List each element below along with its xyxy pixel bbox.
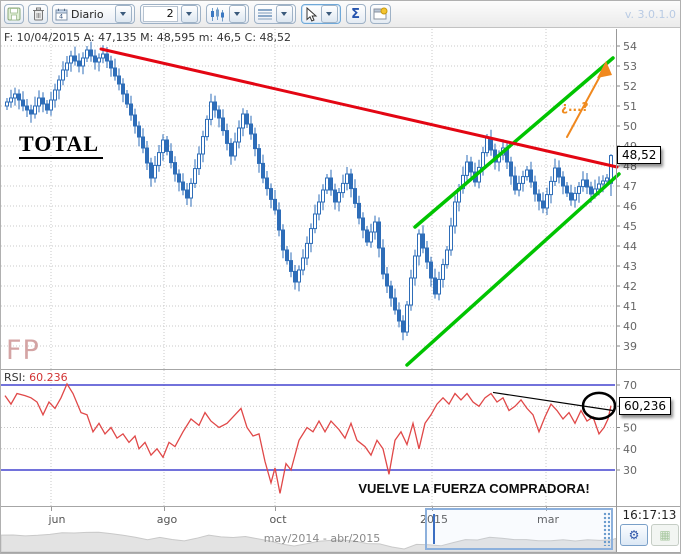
indicators-button[interactable]: Σ <box>345 4 366 24</box>
rsi-label-prefix: RSI: <box>4 371 26 384</box>
resistance-trendline <box>99 47 619 169</box>
chevron-down-icon <box>186 12 193 16</box>
ticker-watermark: FP <box>6 335 40 366</box>
settings-button[interactable]: ⚙ <box>620 524 648 546</box>
svg-text:30: 30 <box>623 464 637 477</box>
chevron-down-icon <box>120 12 127 16</box>
navigator-overview-chart[interactable] <box>1 527 616 552</box>
app-version-label: v. 3.0.1.0 <box>624 8 676 21</box>
chart-properties-icon <box>373 7 388 20</box>
time-axis-tick <box>275 507 276 511</box>
svg-text:40: 40 <box>623 443 637 456</box>
breakout-arrow-shaft <box>566 66 606 138</box>
period-value: Diario <box>71 7 104 21</box>
symbol-title-annotation: TOTAL <box>19 131 103 159</box>
save-icon <box>7 7 21 21</box>
chevron-down-icon <box>326 12 333 16</box>
svg-text:70: 70 <box>623 379 637 392</box>
svg-text:50: 50 <box>623 120 637 133</box>
svg-text:44: 44 <box>623 240 637 253</box>
period-dropdown[interactable]: 4 Diario <box>52 4 135 24</box>
cursor-icon <box>306 6 317 22</box>
numbers-grid-icon: ▦ <box>659 528 671 542</box>
channel-lower-line <box>405 172 621 367</box>
svg-text:43: 43 <box>623 260 637 273</box>
rsi-value-tag: 60,236 <box>619 397 671 415</box>
navigator-selection[interactable] <box>425 508 613 550</box>
svg-text:53: 53 <box>623 60 637 73</box>
ohlc-info-line: F: 10/04/2015 A: 47,135 M: 48,595 m: 46,… <box>4 31 292 44</box>
svg-text:46: 46 <box>623 200 637 213</box>
time-axis-label: mar <box>537 513 559 526</box>
rsi-bottom-separator <box>1 506 680 507</box>
compression-input[interactable]: 2 <box>142 6 178 22</box>
rsi-trendline <box>492 391 614 412</box>
time-axis-tick <box>51 507 52 511</box>
svg-text:4: 4 <box>59 12 63 20</box>
svg-text:42: 42 <box>623 280 637 293</box>
calendar-icon: 4 <box>55 8 68 20</box>
svg-text:54: 54 <box>623 40 637 53</box>
rsi-annotation-text: VUELVE LA FUERZA COMPRADORA! <box>358 481 590 496</box>
last-price-tag: 48,52 <box>617 146 662 164</box>
svg-text:39: 39 <box>623 340 637 353</box>
compression-control: 2 <box>139 4 201 24</box>
chart-properties-button[interactable] <box>369 4 391 24</box>
svg-text:50: 50 <box>623 422 637 435</box>
pointer-tool-dropdown[interactable] <box>300 4 341 24</box>
time-axis-tick <box>164 507 165 511</box>
data-panel-button[interactable]: ▦ <box>651 524 679 546</box>
value-axis-line <box>616 29 617 552</box>
sigma-icon: Σ <box>351 6 361 22</box>
layout-dropdown-button[interactable] <box>275 5 293 23</box>
candlestick-icon <box>210 7 224 21</box>
navigator-left-handle[interactable] <box>433 514 435 544</box>
navigator-right-handle[interactable] <box>603 512 610 546</box>
pointer-tool-dropdown-button[interactable] <box>320 5 338 23</box>
delete-button[interactable] <box>28 4 48 24</box>
rsi-label-value: 60.236 <box>29 371 68 384</box>
navigator-bottom-separator <box>1 552 680 553</box>
list-icon <box>257 9 272 20</box>
rsi-indicator-label: RSI: 60.236 <box>4 371 68 384</box>
compression-dropdown-button[interactable] <box>180 5 198 23</box>
series-type-dropdown[interactable] <box>205 4 249 24</box>
breakout-question-annotation: ¿...? <box>561 100 589 114</box>
layout-dropdown[interactable] <box>253 4 296 24</box>
navigator-area-shape <box>1 531 616 552</box>
svg-text:52: 52 <box>623 80 637 93</box>
toolbar: 4 Diario 2 <box>1 1 680 28</box>
svg-text:45: 45 <box>623 220 637 233</box>
navigator-range-text: may/2014 - abr/2015 <box>263 532 381 545</box>
price-chart-pane: 54535251504948474645444342414039 <box>1 29 637 369</box>
save-button[interactable] <box>4 4 24 24</box>
pane-separator[interactable] <box>1 369 680 370</box>
gears-icon: ⚙ <box>628 528 640 542</box>
svg-text:51: 51 <box>623 100 637 113</box>
candlestick-series <box>5 41 613 341</box>
svg-text:47: 47 <box>623 180 637 193</box>
svg-text:40: 40 <box>623 320 637 333</box>
period-dropdown-button[interactable] <box>114 5 132 23</box>
time-axis-label: oct <box>269 513 287 526</box>
chevron-down-icon <box>234 12 241 16</box>
trash-icon <box>32 7 44 21</box>
time-axis-label: jun <box>48 513 66 526</box>
svg-text:41: 41 <box>623 300 637 313</box>
rsi-line-series <box>4 382 612 494</box>
series-type-dropdown-button[interactable] <box>228 5 246 23</box>
rsi-circle-annotation <box>581 391 617 421</box>
clock-label: 16:17:13 <box>622 508 677 522</box>
time-axis-label: ago <box>156 513 178 526</box>
chevron-down-icon <box>281 12 288 16</box>
status-corner: 16:17:13 ⚙ ▦ <box>618 507 680 552</box>
breakout-arrow-head <box>597 61 612 78</box>
